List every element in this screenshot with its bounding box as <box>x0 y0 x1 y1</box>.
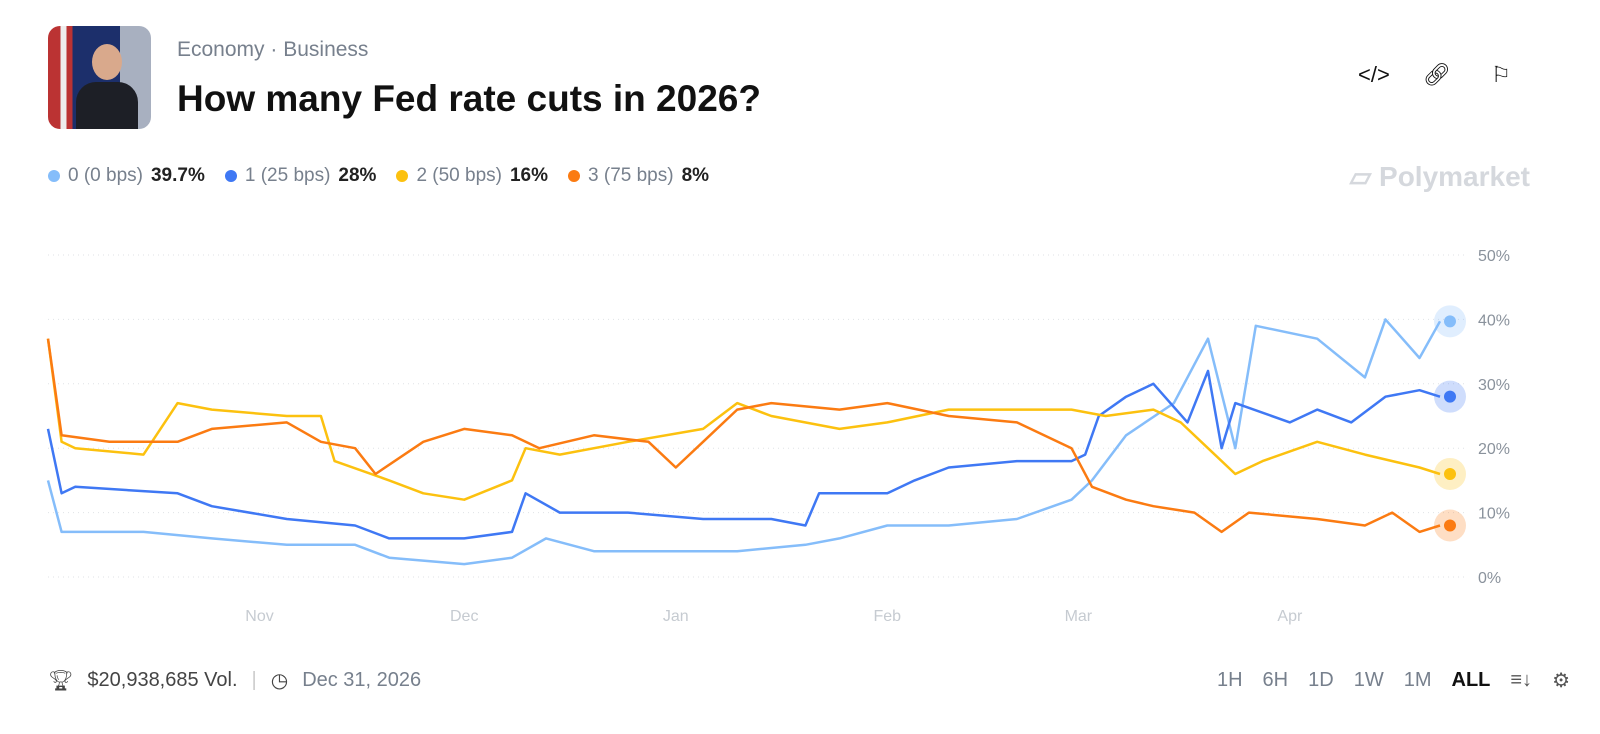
endpoint-dot <box>1444 519 1456 532</box>
embed-code-icon[interactable]: </> <box>1358 62 1390 87</box>
legend-label: 1 (25 bps) <box>244 165 331 186</box>
x-tick-label: Feb <box>874 608 902 625</box>
legend-label: 3 (75 bps) <box>588 165 674 186</box>
endpoint-dot <box>1444 390 1456 403</box>
x-tick-label: Nov <box>245 608 273 625</box>
x-tick-label: Mar <box>1065 608 1093 625</box>
sort-icon[interactable]: ≡↓ <box>1510 669 1533 691</box>
settings-icon[interactable]: ⚙ <box>1552 670 1570 692</box>
range-6h-button[interactable]: 6H <box>1262 669 1289 691</box>
legend-value: 39.7% <box>150 165 205 186</box>
legend-value: 28% <box>338 165 377 186</box>
range-1h-button[interactable]: 1H <box>1216 669 1243 691</box>
y-tick-label: 20% <box>1478 441 1510 458</box>
range-1d-button[interactable]: 1D <box>1308 669 1334 691</box>
x-tick-label: Jan <box>663 608 689 625</box>
range-1m-button[interactable]: 1M <box>1403 669 1432 691</box>
legend-value: 8% <box>681 165 710 186</box>
bookmark-icon[interactable]: ⚐ <box>1491 62 1511 87</box>
link-icon[interactable]: 🔗︎ <box>1423 62 1451 87</box>
legend-item: 0 (0 bps) 39.7% <box>48 165 205 187</box>
series-line-3 <box>46 338 1441 534</box>
market-image <box>48 26 151 129</box>
breadcrumb: Economy · Business <box>177 38 369 61</box>
y-tick-label: 30% <box>1478 377 1510 394</box>
legend-dot <box>396 170 409 182</box>
legend-dot <box>48 170 60 182</box>
clock-icon: ◷ <box>270 670 289 692</box>
trophy-icon: 🏆︎ <box>48 670 74 692</box>
y-tick-label: 40% <box>1478 312 1510 329</box>
legend-item: 2 (50 bps) 16% <box>396 165 548 187</box>
end-date: Dec 31, 2026 <box>302 669 422 691</box>
volume: $20,938,685 Vol. <box>87 669 238 691</box>
y-tick-label: 0% <box>1478 570 1501 587</box>
subcategory-link[interactable]: Business <box>283 38 369 61</box>
brand-logo: ▱ Polymarket <box>1349 161 1530 192</box>
legend-value: 16% <box>509 165 549 186</box>
series-line-2 <box>46 338 1441 501</box>
y-tick-label: 50% <box>1478 248 1510 265</box>
category-link[interactable]: Economy <box>177 38 265 61</box>
endpoint-dot <box>1444 315 1456 328</box>
legend-dot <box>224 170 237 182</box>
x-tick-label: Dec <box>450 608 478 625</box>
legend-item: 1 (25 bps) 28% <box>224 165 377 187</box>
legend-label: 2 (50 bps) <box>416 165 502 186</box>
y-tick-label: 10% <box>1478 506 1510 523</box>
legend-item: 3 (75 bps) 8% <box>568 165 709 187</box>
range-1w-button[interactable]: 1W <box>1353 669 1384 691</box>
series-line-1 <box>46 369 1441 540</box>
range-all-button[interactable]: ALL <box>1451 669 1491 691</box>
legend-label: 0 (0 bps) <box>68 165 143 186</box>
line-chart: 0% 10% 20% 30% 40% 50% Nov Dec Jan Feb Mar Apr <box>46 248 1510 625</box>
page-title: How many Fed rate cuts in 2026? <box>177 78 761 119</box>
endpoint-dot <box>1444 467 1456 480</box>
legend-dot <box>568 170 581 182</box>
chart-legend: 0 (0 bps) 39.7% 1 (25 bps) 28% 2 (50 bps) 16%… <box>48 165 709 187</box>
series-line-0 <box>46 318 1442 566</box>
x-tick-label: Apr <box>1277 608 1303 625</box>
